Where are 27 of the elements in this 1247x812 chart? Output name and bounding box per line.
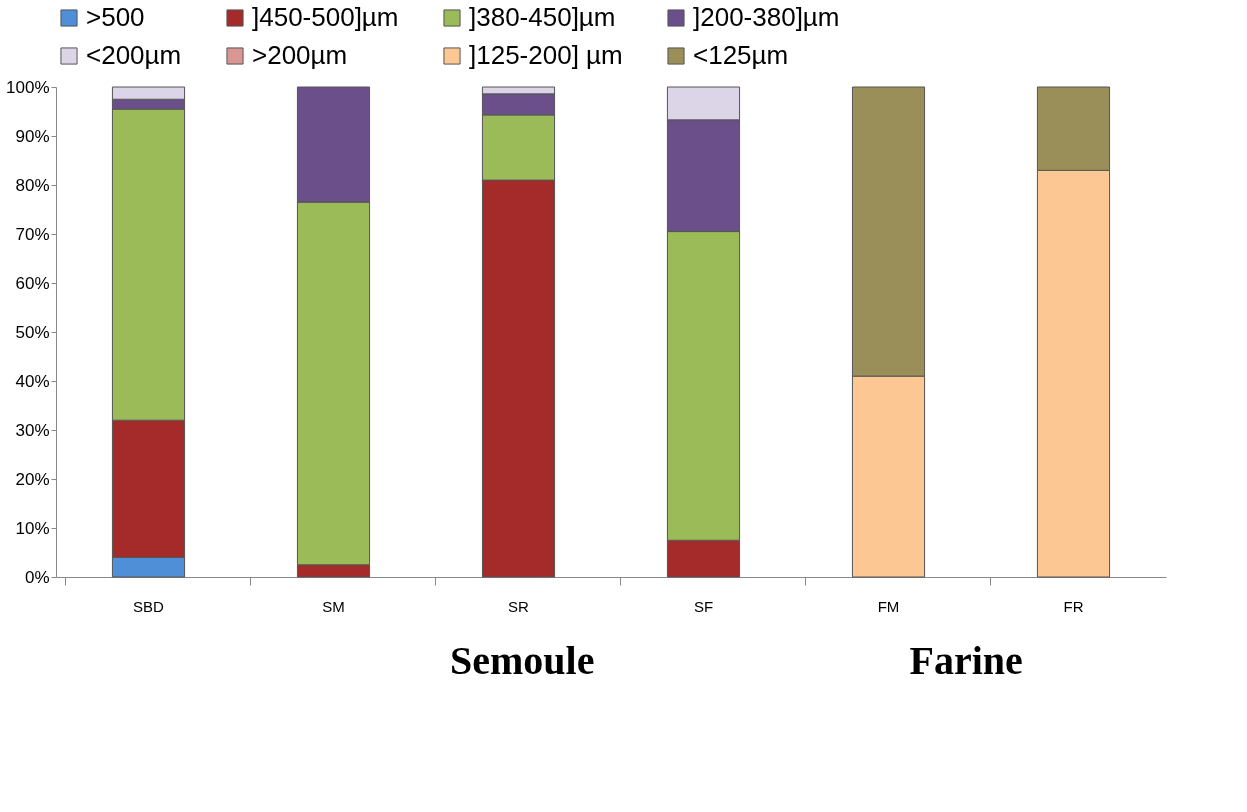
x-tick-label: SR [508,597,530,615]
y-tick-label: 10% [15,518,50,538]
y-tick-label: 40% [15,371,50,391]
legend-label: ]125-200] µm [469,40,623,70]
x-tick-label: FR [1063,597,1084,615]
x-tick-label: SF [693,597,714,615]
legend-label: <200µm [86,40,182,70]
y-tick-label: 30% [15,420,50,440]
y-tick-label: 90% [15,126,50,146]
legend-label: >200µm [252,40,348,70]
legend-label: ]200-380]µm [693,2,840,32]
x-tick-label: SM [322,597,345,615]
y-tick-label: 20% [15,469,50,489]
y-tick-label: 100% [6,77,50,97]
legend-label: ]380-450]µm [469,2,616,32]
text: Semoule [449,638,595,683]
y-tick-label: 50% [15,322,50,342]
legend-label: <125µm [693,40,789,70]
legend-label: >500 [86,2,145,32]
text: Farine [909,638,1023,683]
y-tick-label: 0% [24,567,50,587]
x-tick-label: FM [877,597,900,615]
y-tick-label: 70% [15,224,50,244]
y-tick-label: 60% [15,273,50,293]
y-tick-label: 80% [15,175,50,195]
legend-label: ]450-500]µm [252,2,399,32]
x-tick-label: SBD [133,597,165,615]
